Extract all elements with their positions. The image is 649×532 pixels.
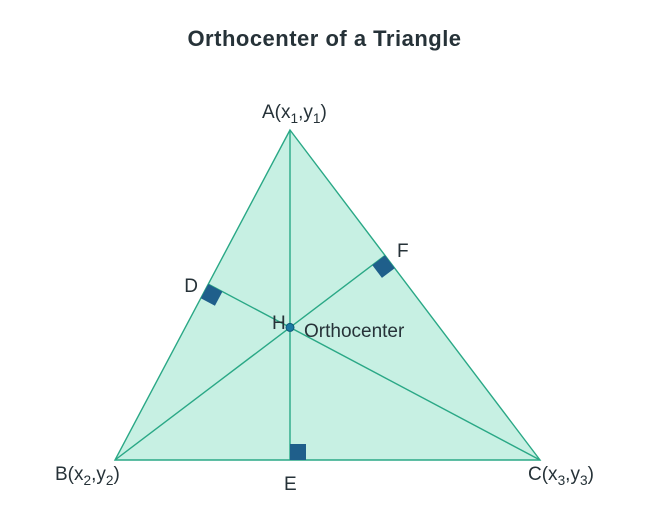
orthocenter-diagram (0, 0, 649, 532)
vertex-b-label: B(x2,y2) (55, 464, 120, 486)
orthocenter-text-label: Orthocenter (304, 321, 404, 343)
vertex-a-label: A(x1,y1) (262, 102, 327, 124)
foot-e-label: E (284, 474, 297, 496)
vertex-c-label: C(x3,y3) (528, 464, 594, 486)
foot-f-label: F (397, 241, 409, 263)
foot-d-label: D (184, 276, 198, 298)
orthocenter-h-label: H (272, 313, 286, 335)
